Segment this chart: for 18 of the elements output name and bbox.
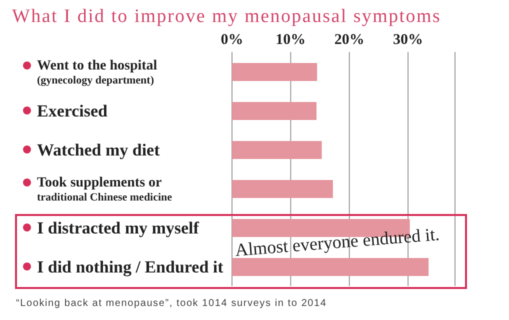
x-tick-label: 10% (276, 32, 306, 48)
y-tick-label: Exercised (37, 101, 108, 120)
y-tick-label: I did nothing / Endured it (37, 257, 224, 276)
bar (232, 258, 429, 276)
y-tick-label: Went to the hospital (gynecology department) (37, 58, 158, 86)
chart-title: What I did to improve my menopausal symptoms (12, 6, 442, 28)
bar (232, 180, 333, 198)
bar (232, 102, 317, 120)
text: “Looking back at menopause”, took 1014 surveys in to 2014 (16, 298, 327, 309)
x-tick-label: 0% (220, 32, 244, 48)
x-tick-label: 30% (393, 32, 424, 48)
y-tick-label: Watched my diet (37, 140, 160, 159)
y-tick-label: I distracted my myself (37, 218, 200, 237)
bar (232, 141, 322, 159)
x-tick-label: 20% (334, 32, 364, 48)
y-tick-label: Took supplements or traditional Chinese medicine (37, 175, 172, 204)
annotation: Almost everyone endured it. (234, 224, 440, 261)
bar (232, 63, 318, 81)
